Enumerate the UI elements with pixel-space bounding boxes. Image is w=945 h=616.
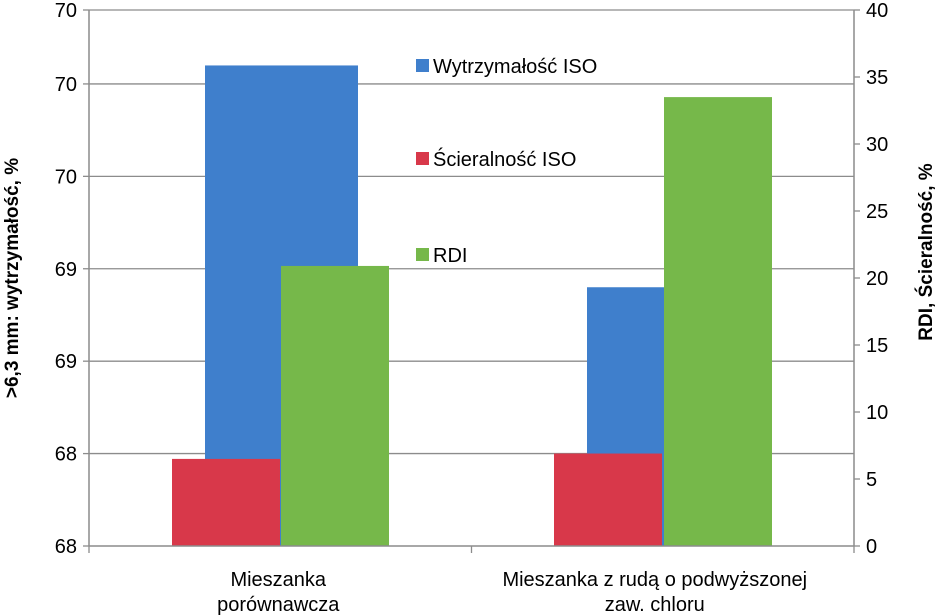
bars xyxy=(172,65,772,546)
right-tick-label: 35 xyxy=(866,67,888,89)
category-label: zaw. chloru xyxy=(605,594,705,616)
legend-swatch xyxy=(416,59,429,72)
category-label: Mieszanka z rudą o podwyższonej xyxy=(502,569,807,591)
right-tick-label: 15 xyxy=(866,335,888,357)
right-tick-label: 5 xyxy=(866,469,877,491)
right-axis-ticks: 0 5 10 15 20 25 30 35 40 xyxy=(854,0,888,558)
left-axis-ticks: 68 68 69 69 70 70 70 xyxy=(55,0,89,558)
right-tick-label: 10 xyxy=(866,402,888,424)
left-tick-label: 69 xyxy=(55,259,77,281)
bar xyxy=(554,453,662,546)
left-tick-label: 68 xyxy=(55,444,77,466)
left-tick-label: 70 xyxy=(55,166,77,188)
left-tick-label: 70 xyxy=(55,0,77,22)
right-tick-label: 20 xyxy=(866,268,888,290)
legend-swatch xyxy=(416,152,429,165)
right-tick-label: 25 xyxy=(866,201,888,223)
bar xyxy=(172,458,280,546)
right-tick-label: 30 xyxy=(866,134,888,156)
right-tick-label: 0 xyxy=(866,536,877,558)
category-label: porównawcza xyxy=(217,594,340,616)
left-tick-label: 68 xyxy=(55,536,77,558)
left-tick-label: 69 xyxy=(55,351,77,373)
category-label: Mieszanka xyxy=(230,569,326,591)
legend: Wytrzymałość ISO Ścieralność ISO RDI xyxy=(416,56,597,267)
left-axis-title: >6,3 mm: wytrzymałość, % xyxy=(2,158,23,398)
legend-swatch xyxy=(416,248,429,261)
right-axis-title: RDI, Ścieralność, % xyxy=(915,163,937,341)
legend-label: RDI xyxy=(433,245,467,267)
left-tick-label: 70 xyxy=(55,74,77,96)
legend-label: Ścieralność ISO xyxy=(433,147,576,171)
legend-label: Wytrzymałość ISO xyxy=(433,56,597,78)
right-tick-label: 40 xyxy=(866,0,888,22)
bar xyxy=(281,265,389,546)
bar xyxy=(664,97,772,546)
category-labels: Mieszanka porównawcza Mieszanka z rudą o p… xyxy=(217,569,807,616)
